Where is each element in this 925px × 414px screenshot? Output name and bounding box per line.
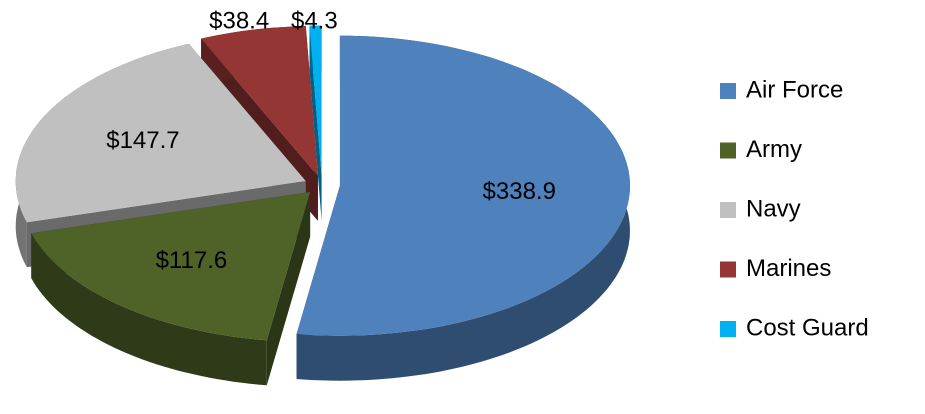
slice-side [31, 233, 267, 386]
legend-swatch [720, 142, 736, 159]
data-label: $147.7 [106, 127, 179, 154]
slice [15, 43, 306, 223]
slice [31, 192, 311, 341]
slice-wall [266, 192, 311, 386]
slice [309, 25, 322, 176]
legend-swatch [720, 261, 736, 278]
legend-label: Marines [746, 255, 831, 282]
legend-swatch [720, 202, 736, 218]
slice [201, 26, 318, 176]
slice [296, 35, 630, 336]
legend-label: Air Force [746, 76, 843, 103]
legend-label: Navy [746, 195, 801, 222]
legend-swatch [720, 83, 736, 99]
data-label: $38.4 [209, 7, 269, 34]
legend-swatch [720, 321, 736, 337]
slice-wall [309, 25, 322, 221]
data-label: $338.9 [483, 178, 556, 205]
legend-label: Cost Guard [746, 314, 869, 341]
data-label: $117.6 [156, 247, 228, 274]
legend-label: Army [746, 136, 802, 163]
data-label: $4.3 [291, 7, 338, 34]
